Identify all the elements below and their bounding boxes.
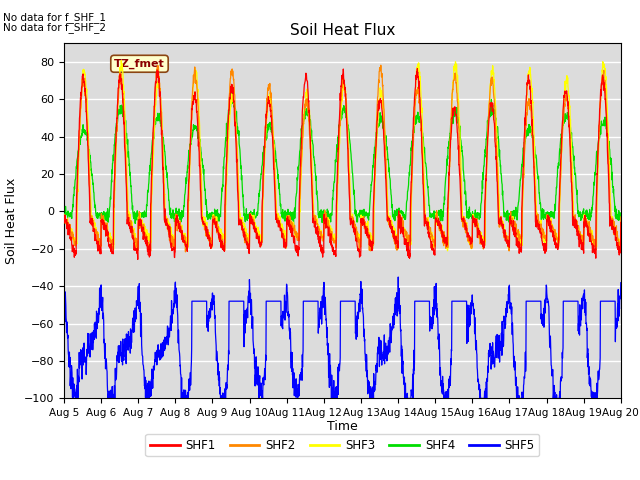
SHF4 xyxy=(584,209,591,215)
SHF2 xyxy=(371,170,379,176)
SHF5 xyxy=(505,294,513,300)
SHF1 xyxy=(60,218,68,224)
SHF2 xyxy=(505,242,513,248)
SHF4 xyxy=(290,224,298,229)
Text: No data for f_SHF_1: No data for f_SHF_1 xyxy=(3,12,106,23)
SHF1 xyxy=(617,219,625,225)
SHF4 xyxy=(617,213,625,218)
SHF4 xyxy=(568,140,576,145)
SHF1 xyxy=(134,256,141,262)
SHF1 xyxy=(371,169,379,175)
Line: SHF5: SHF5 xyxy=(64,277,621,398)
Line: SHF1: SHF1 xyxy=(64,69,621,259)
SHF3 xyxy=(444,248,451,254)
SHF4 xyxy=(505,213,513,218)
SHF5 xyxy=(216,374,223,380)
Y-axis label: Soil Heat Flux: Soil Heat Flux xyxy=(5,178,19,264)
X-axis label: Time: Time xyxy=(327,420,358,432)
SHF4 xyxy=(60,211,68,216)
SHF4 xyxy=(228,91,236,96)
SHF5 xyxy=(617,280,625,286)
Text: TZ_fmet: TZ_fmet xyxy=(114,59,165,69)
SHF2 xyxy=(216,235,223,240)
SHF1 xyxy=(568,191,576,196)
SHF3 xyxy=(60,212,68,217)
SHF5 xyxy=(584,350,591,356)
SHF4 xyxy=(216,215,223,220)
SHF2 xyxy=(60,213,68,218)
SHF2 xyxy=(377,62,385,68)
SHF2 xyxy=(182,249,189,255)
Title: Soil Heat Flux: Soil Heat Flux xyxy=(290,23,395,38)
SHF1 xyxy=(584,228,591,233)
SHF5 xyxy=(60,283,68,288)
Line: SHF4: SHF4 xyxy=(64,94,621,227)
Line: SHF3: SHF3 xyxy=(64,60,621,251)
SHF1 xyxy=(359,222,367,228)
SHF1 xyxy=(413,66,421,72)
SHF3 xyxy=(568,159,576,165)
SHF5 xyxy=(568,298,576,304)
SHF2 xyxy=(617,214,625,220)
SHF3 xyxy=(359,214,367,219)
SHF1 xyxy=(216,232,223,238)
SHF4 xyxy=(371,144,379,150)
SHF3 xyxy=(216,229,223,235)
SHF2 xyxy=(584,224,591,230)
SHF1 xyxy=(505,241,513,247)
Text: No data for f_SHF_2: No data for f_SHF_2 xyxy=(3,22,106,33)
SHF4 xyxy=(359,208,367,214)
SHF5 xyxy=(359,305,367,311)
SHF5 xyxy=(371,387,379,393)
Legend: SHF1, SHF2, SHF3, SHF4, SHF5: SHF1, SHF2, SHF3, SHF4, SHF5 xyxy=(145,434,540,456)
SHF3 xyxy=(505,242,513,248)
SHF3 xyxy=(371,184,379,190)
SHF3 xyxy=(617,220,625,226)
SHF3 xyxy=(117,58,125,63)
Line: SHF2: SHF2 xyxy=(64,65,621,252)
SHF5 xyxy=(394,274,402,280)
SHF5 xyxy=(69,396,77,401)
SHF2 xyxy=(568,183,576,189)
SHF3 xyxy=(584,222,591,228)
SHF2 xyxy=(359,217,367,223)
